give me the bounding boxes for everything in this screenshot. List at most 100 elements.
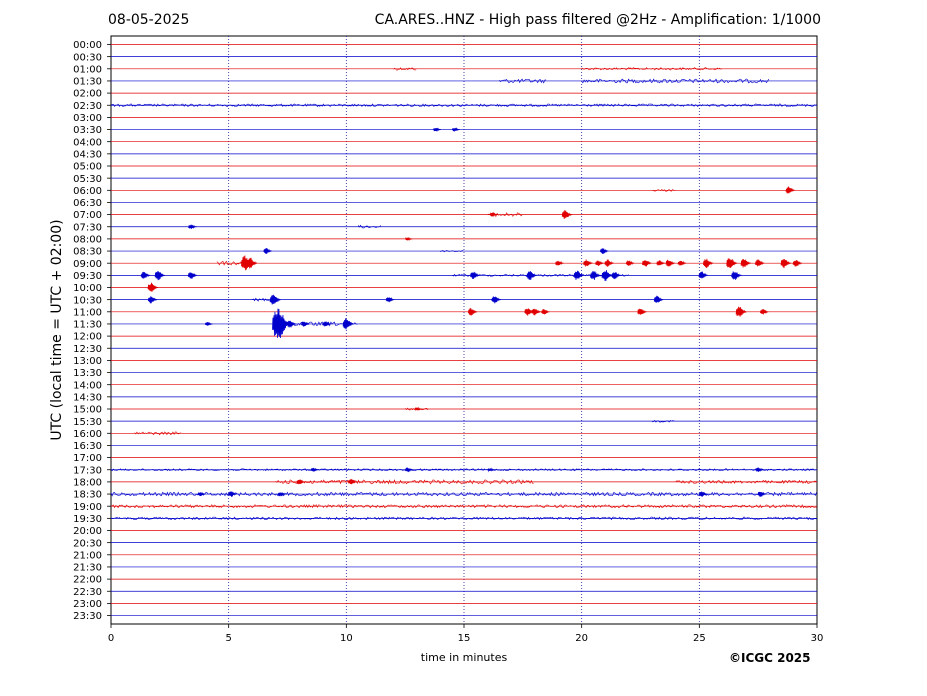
- event-burst: [785, 186, 796, 194]
- event-burst: [296, 479, 305, 485]
- event-burst: [348, 478, 357, 485]
- event-burst: [780, 259, 792, 269]
- event-burst: [147, 296, 158, 304]
- y-tick-label: 21:30: [73, 563, 102, 574]
- y-tick-label: 00:30: [73, 52, 102, 63]
- event-burst: [642, 260, 652, 267]
- y-tick-label: 16:00: [73, 429, 102, 440]
- event-burst: [599, 248, 609, 254]
- event-burst: [702, 258, 714, 269]
- event-burst: [625, 260, 635, 266]
- y-tick-label: 14:30: [73, 392, 102, 403]
- event-burst: [322, 321, 331, 327]
- y-tick-label: 00:00: [73, 40, 102, 51]
- y-tick-label: 11:30: [73, 320, 102, 331]
- y-tick-label: 01:00: [73, 64, 102, 75]
- y-tick-label: 08:30: [73, 247, 102, 258]
- event-burst: [269, 294, 281, 305]
- event-burst: [385, 297, 395, 303]
- event-burst: [604, 259, 614, 267]
- event-burst: [755, 467, 764, 473]
- event-burst: [301, 321, 310, 327]
- y-tick-label: 17:00: [73, 453, 102, 464]
- y-tick-label: 05:00: [73, 162, 102, 173]
- event-burst: [637, 308, 647, 315]
- event-burst: [342, 318, 354, 330]
- event-burst: [698, 491, 708, 497]
- x-axis-label: time in minutes: [420, 651, 508, 664]
- event-burst: [404, 467, 414, 473]
- event-burst: [601, 270, 613, 281]
- noise-trace: [110, 103, 817, 108]
- event-burst: [611, 272, 622, 280]
- x-tick-label: 15: [458, 633, 471, 644]
- event-burst: [653, 295, 664, 303]
- event-burst: [414, 406, 422, 412]
- y-tick-label: 01:30: [73, 77, 102, 88]
- y-tick-label: 06:00: [73, 186, 102, 197]
- y-tick-label: 11:00: [73, 307, 102, 318]
- noise-trace: [581, 67, 723, 71]
- y-tick-label: 22:00: [73, 575, 102, 586]
- y-tick-label: 09:30: [73, 271, 102, 282]
- event-burst: [541, 309, 550, 315]
- x-tick-label: 20: [575, 633, 588, 644]
- event-burst: [665, 259, 676, 267]
- event-burst: [286, 320, 297, 328]
- y-tick-label: 02:00: [73, 89, 102, 100]
- event-burst: [573, 270, 585, 280]
- y-tick-label: 18:30: [73, 490, 102, 501]
- event-burst: [526, 271, 538, 280]
- y-tick-label: 12:30: [73, 344, 102, 355]
- noise-trace: [110, 468, 817, 472]
- y-tick-label: 13:30: [73, 368, 102, 379]
- y-tick-label: 12:00: [73, 332, 102, 343]
- event-burst: [489, 212, 498, 217]
- y-tick-label: 23:30: [73, 611, 102, 622]
- y-tick-label: 07:30: [73, 222, 102, 233]
- noise-trace: [110, 504, 817, 509]
- y-tick-label: 19:30: [73, 514, 102, 525]
- y-tick-label: 02:30: [73, 101, 102, 112]
- noise-trace: [357, 224, 382, 229]
- noise-trace: [275, 479, 534, 485]
- event-burst: [726, 258, 738, 268]
- y-tick-label: 10:00: [73, 283, 102, 294]
- event-burst: [140, 271, 151, 279]
- noise-trace: [499, 78, 547, 84]
- event-burst: [590, 270, 601, 280]
- y-tick-label: 19:00: [73, 502, 102, 513]
- event-burst: [246, 257, 258, 269]
- y-tick-label: 04:30: [73, 149, 102, 160]
- x-tick-label: 0: [108, 633, 114, 644]
- copyright-label: ©ICGC 2025: [729, 651, 811, 665]
- event-burst: [656, 260, 665, 266]
- noise-trace: [581, 78, 770, 84]
- y-tick-label: 15:30: [73, 417, 102, 428]
- y-tick-label: 20:00: [73, 526, 102, 537]
- y-tick-label: 23:00: [73, 599, 102, 610]
- event-burst: [188, 224, 197, 229]
- x-tick-label: 25: [693, 633, 706, 644]
- event-burst: [487, 467, 495, 473]
- event-burst: [731, 271, 742, 280]
- event-burst: [187, 272, 198, 279]
- y-tick-label: 05:30: [73, 174, 102, 185]
- event-burst: [491, 296, 501, 304]
- y-tick-label: 03:00: [73, 113, 102, 124]
- event-burst: [310, 467, 319, 472]
- noise-trace: [452, 273, 629, 277]
- x-tick-label: 10: [340, 633, 353, 644]
- date-label: 08-05-2025: [108, 12, 190, 28]
- noise-trace: [393, 67, 417, 71]
- event-burst: [154, 271, 166, 281]
- y-tick-label: 20:30: [73, 538, 102, 549]
- y-tick-label: 13:00: [73, 356, 102, 367]
- y-tick-label: 18:00: [73, 478, 102, 489]
- y-tick-label: 15:00: [73, 405, 102, 416]
- noise-trace: [487, 212, 523, 218]
- event-burst: [561, 210, 573, 219]
- y-tick-label: 06:30: [73, 198, 102, 209]
